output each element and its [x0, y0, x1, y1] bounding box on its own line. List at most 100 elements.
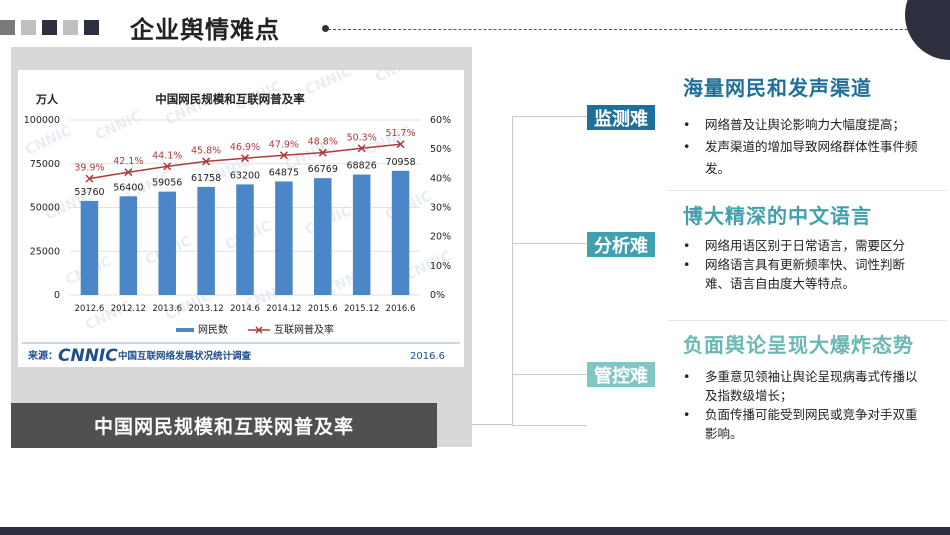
legend-line-label: 互联网普及率 [274, 323, 334, 336]
line-point [85, 174, 94, 183]
bar [314, 178, 332, 295]
y2-tick-label: 60% [430, 115, 451, 126]
page-title: 企业舆情难点 [130, 16, 280, 44]
list-item: 负面传播可能受到网民或竞争对手双重影响。 [683, 405, 919, 443]
connector-bracket-3 [512, 374, 586, 375]
line-value-label: 51.7% [385, 128, 415, 139]
chart-panel: CNNIC CNNIC CNNIC CNNIC CNNIC CNNIC CNNIC CNNIC… [18, 50, 464, 367]
y-tick-label: 25000 [30, 246, 60, 257]
line-point [357, 144, 366, 153]
bar [158, 191, 176, 295]
line-point [124, 168, 133, 177]
chart-source-label: 来源： [27, 349, 58, 362]
header-square-3 [42, 20, 57, 35]
tag-monitoring: 监测难 [587, 105, 655, 130]
header-square-1 [0, 20, 15, 35]
y-tick-label: 50000 [30, 203, 60, 214]
header-square-2 [21, 20, 36, 35]
y-tick-label: 100000 [24, 115, 60, 126]
bar [197, 186, 215, 295]
header-square-4 [63, 20, 78, 35]
bullet-list-2: 网络用语区别于日常语言，需要区分 网络语言具有更新频率快、词性判断难、语言自由度… [683, 236, 919, 293]
chart-unit-label: 万人 [35, 92, 59, 106]
line-value-label: 42.1% [113, 156, 143, 167]
section-divider [667, 320, 947, 321]
x-tick-label: 2016.6 [386, 304, 416, 314]
x-tick-label: 2014.12 [266, 304, 301, 314]
bar [236, 184, 254, 295]
heading-negative-opinion: 负面舆论呈现大爆炸态势 [683, 333, 914, 357]
line-value-label: 50.3% [347, 132, 377, 143]
bar [80, 200, 99, 295]
y2-tick-label: 40% [430, 173, 451, 184]
y2-tick-label: 50% [430, 144, 451, 155]
line-value-label: 45.8% [191, 145, 221, 156]
x-tick-label: 2015.6 [308, 304, 338, 314]
y2-tick-label: 30% [430, 203, 451, 214]
line-point [240, 154, 250, 163]
footer-bar [0, 527, 950, 535]
chart-source-text: 中国互联网络发展状况统计调查 [118, 350, 252, 362]
connector-bracket-2 [512, 243, 586, 244]
x-tick-label: 2014.6 [230, 304, 260, 314]
heading-massive-users: 海量网民和发声渠道 [683, 76, 872, 100]
connector-bracket-1 [512, 116, 587, 426]
y2-tick-label: 0% [430, 290, 445, 301]
chart-date: 2016.6 [410, 351, 445, 362]
bar-value-label: 64875 [269, 167, 299, 178]
x-tick-label: 2013.6 [152, 304, 182, 314]
bar [275, 181, 293, 295]
bar-value-label: 70958 [385, 157, 415, 168]
list-item: 网络语言具有更新频率快、词性判断难、语言自由度大等特点。 [683, 255, 919, 293]
y-tick-label: 0 [54, 290, 60, 301]
legend-line-marker [255, 326, 263, 334]
x-tick-label: 2012.6 [75, 304, 105, 314]
bullet-list-1: 网络普及让舆论影响力大幅度提高； 发声渠道的增加导致网络群体性事件频发。 [683, 114, 919, 180]
list-item: 多重意见领袖让舆论呈现病毒式传播以及指数级增长； [683, 367, 919, 405]
bar-value-label: 63200 [230, 170, 260, 181]
line-point [396, 140, 405, 149]
line-point [163, 162, 172, 171]
watermark-text: CNNIC [373, 70, 424, 86]
line-point [279, 151, 288, 160]
bar-value-label: 56400 [113, 182, 143, 193]
x-tick-label: 2013.12 [189, 304, 224, 314]
corner-decoration [905, 0, 950, 60]
line-value-label: 39.9% [74, 163, 104, 174]
bar [391, 170, 410, 295]
title-divider [328, 29, 928, 30]
y-tick-label: 75000 [30, 159, 60, 170]
line-value-label: 48.8% [308, 137, 338, 148]
watermark-text: CNNIC [23, 123, 74, 158]
y2-tick-label: 10% [430, 261, 451, 272]
legend-bar-swatch [176, 328, 194, 332]
list-item: 网络普及让舆论影响力大幅度提高； [683, 114, 919, 136]
legend-bar-label: 网民数 [198, 323, 228, 336]
x-tick-label: 2012.12 [111, 304, 146, 314]
bullet-list-3: 多重意见领袖让舆论呈现病毒式传播以及指数级增长； 负面传播可能受到网民或竞争对手… [683, 367, 919, 443]
x-tick-label: 2015.12 [344, 304, 379, 314]
connector-line [472, 424, 512, 425]
y2-tick-label: 20% [430, 232, 451, 243]
watermark-text: CNNIC [93, 108, 144, 143]
line-point [202, 157, 211, 166]
line-value-label: 44.1% [152, 150, 182, 161]
cnnic-logo: CNNIC [58, 346, 118, 366]
bar-value-label: 68826 [347, 161, 377, 172]
tag-control: 管控难 [587, 362, 655, 387]
line-value-label: 47.9% [269, 139, 299, 150]
chart-title: 中国网民规模和互联网普及率 [155, 92, 305, 106]
list-item: 发声渠道的增加导致网络群体性事件频发。 [683, 136, 919, 180]
bar-value-label: 61758 [191, 173, 221, 184]
bar-value-label: 59056 [152, 178, 182, 189]
bar-value-label: 66769 [308, 164, 338, 175]
bar [352, 174, 371, 295]
chart-caption: 中国网民规模和互联网普及率 [11, 403, 437, 448]
title-divider-dot [322, 25, 329, 32]
section-divider [667, 190, 947, 191]
line-value-label: 46.9% [230, 142, 260, 153]
line-point [318, 148, 327, 157]
bar [119, 196, 138, 295]
bar-value-label: 53760 [74, 187, 104, 198]
